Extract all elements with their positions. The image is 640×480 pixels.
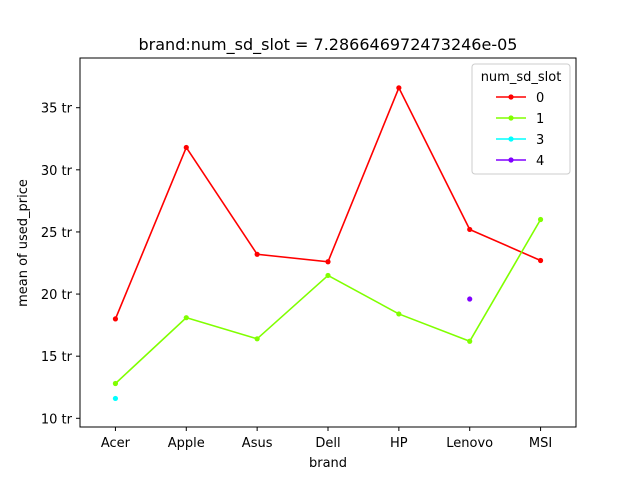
series-0 (112, 85, 544, 322)
data-point (254, 336, 260, 342)
y-tick-label: 30 tr (41, 164, 73, 179)
series-4 (467, 296, 473, 302)
x-tick-label: MSI (529, 436, 552, 451)
legend-swatch-marker (508, 136, 514, 142)
data-point (183, 315, 189, 321)
chart-title: brand:num_sd_slot = 7.286646972473246e-0… (139, 35, 518, 55)
legend-label: 3 (536, 133, 544, 148)
data-point (537, 257, 544, 264)
y-tick-label: 15 tr (41, 350, 73, 365)
legend-swatch-marker (508, 157, 514, 163)
data-point (396, 311, 402, 317)
data-point (112, 395, 119, 402)
legend-label: 1 (536, 112, 544, 127)
y-tick-label: 10 tr (41, 412, 73, 427)
x-tick-label: Acer (101, 436, 131, 451)
data-point (467, 338, 473, 344)
legend-title: num_sd_slot (481, 70, 562, 85)
x-tick-label: Dell (315, 436, 340, 451)
data-point (467, 226, 473, 233)
y-tick-label: 35 tr (41, 102, 73, 117)
x-axis: Acer Apple Asus Dell HP Lenovo MSI (101, 427, 552, 451)
data-point (112, 380, 119, 387)
data-point (254, 251, 260, 257)
data-point (396, 85, 402, 91)
x-axis-label: brand (309, 456, 347, 471)
data-point (325, 259, 331, 265)
data-point (183, 144, 189, 151)
data-point (112, 316, 119, 322)
y-tick-label: 20 tr (41, 288, 73, 303)
y-axis: 10 tr 15 tr 20 tr 25 tr 30 tr 35 tr (41, 102, 80, 427)
x-tick-label: HP (390, 436, 408, 451)
y-tick-label: 25 tr (41, 226, 73, 241)
legend-frame (471, 63, 571, 175)
legend-entry-3: 3 (496, 133, 544, 148)
x-tick-label: Asus (242, 436, 273, 451)
series-3 (112, 395, 119, 402)
legend-swatch-marker (508, 94, 514, 100)
legend-entry-1: 1 (496, 112, 544, 127)
data-point (467, 296, 473, 302)
legend-entry-4: 4 (496, 154, 544, 169)
x-tick-label: Apple (168, 436, 205, 451)
series-1 (112, 216, 544, 387)
legend-swatch-marker (508, 115, 514, 121)
legend: num_sd_slot 0 1 3 4 (471, 63, 571, 175)
legend-entry-0: 0 (496, 91, 544, 106)
legend-label: 4 (536, 154, 544, 169)
data-point (325, 272, 331, 279)
x-tick-label: Lenovo (446, 436, 493, 451)
legend-label: 0 (536, 91, 544, 106)
y-axis-label: mean of used_price (16, 179, 31, 307)
series-layer (112, 85, 544, 402)
data-point (537, 216, 544, 223)
